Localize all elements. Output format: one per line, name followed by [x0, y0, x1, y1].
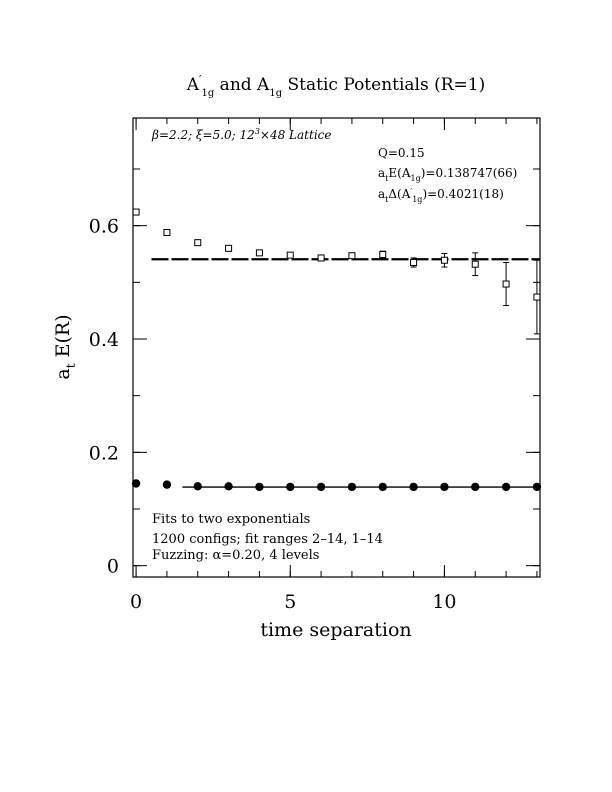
- data-point-square: [132, 208, 140, 216]
- param-q: Q=0.15: [378, 146, 425, 160]
- data-point-square: [255, 249, 263, 257]
- data-point-circle: [440, 482, 449, 492]
- param-gap: atΔ(A′1g)=0.4021(18): [378, 187, 504, 204]
- annotation-fits: Fits to two exponentials: [152, 512, 310, 527]
- y-tick-label: 0.4: [89, 329, 119, 351]
- data-point-circle: [162, 480, 172, 489]
- data-point-circle: [224, 482, 233, 491]
- y-axis-label: at E(R): [52, 314, 78, 379]
- data-point-square: [502, 280, 510, 288]
- data-point-circle: [316, 482, 326, 492]
- data-points: [131, 208, 542, 492]
- data-point-square: [533, 293, 541, 301]
- annotation-fuzzing: Fuzzing: α=0.20, 4 levels: [152, 548, 319, 563]
- plot-frame: [132, 117, 541, 578]
- data-point-square: [471, 260, 479, 268]
- axes: 0 5 10 0 0.2 0.4 0.6: [89, 118, 540, 613]
- data-point-circle: [286, 482, 295, 492]
- data-point-circle: [471, 482, 480, 492]
- data-point-circle: [378, 482, 387, 492]
- x-tick-label: 0: [130, 591, 142, 613]
- x-axis-label: time separation: [260, 619, 411, 641]
- data-point-circle: [347, 482, 357, 492]
- data-point-square: [225, 244, 233, 252]
- data-point-square: [317, 254, 325, 262]
- lattice-info: β=2.2; ξ=5.0; 123×48 Lattice: [151, 127, 331, 142]
- data-point-square: [410, 259, 418, 266]
- x-tick-label: 10: [432, 591, 456, 613]
- x-tick-label: 5: [284, 591, 296, 613]
- data-point-circle: [193, 482, 202, 491]
- y-tick-label: 0: [107, 556, 119, 578]
- data-point-circle: [501, 482, 511, 492]
- data-point-square: [194, 239, 202, 247]
- data-point-square: [163, 228, 171, 236]
- data-point-square: [348, 252, 356, 260]
- data-point-square: [379, 251, 387, 259]
- data-point-square: [286, 251, 294, 259]
- data-point-square: [440, 256, 448, 264]
- data-point-circle: [255, 482, 264, 492]
- data-point-circle: [131, 479, 141, 488]
- fit-lines: [151, 258, 540, 488]
- chart-title: A′1g and A1g Static Potentials (R=1): [186, 73, 486, 99]
- y-tick-label: 0.6: [89, 216, 119, 238]
- data-point-circle: [532, 482, 542, 492]
- param-energy: atE(A1g)=0.138747(66): [378, 166, 517, 183]
- annotation-configs: 1200 configs; fit ranges 2–14, 1–14: [152, 532, 383, 547]
- data-point-circle: [409, 482, 418, 492]
- y-tick-label: 0.2: [89, 442, 119, 464]
